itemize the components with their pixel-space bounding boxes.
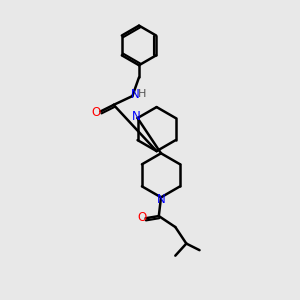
- Text: O: O: [92, 106, 101, 119]
- Text: N: N: [131, 88, 140, 101]
- Text: O: O: [137, 211, 146, 224]
- Text: N: N: [157, 193, 165, 206]
- Text: H: H: [138, 89, 146, 99]
- Text: N: N: [132, 110, 141, 124]
